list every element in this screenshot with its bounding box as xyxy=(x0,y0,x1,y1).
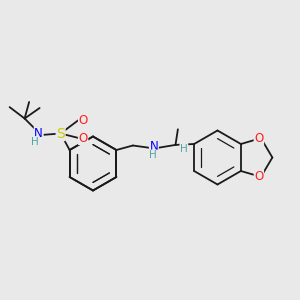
Text: O: O xyxy=(79,131,88,145)
Text: O: O xyxy=(79,113,88,127)
Text: H: H xyxy=(31,136,38,147)
Text: H: H xyxy=(149,150,157,160)
Text: O: O xyxy=(254,170,263,183)
Text: O: O xyxy=(254,132,263,145)
Text: S: S xyxy=(56,127,65,140)
Text: N: N xyxy=(34,127,43,140)
Text: H: H xyxy=(180,143,188,154)
Text: N: N xyxy=(149,140,158,153)
